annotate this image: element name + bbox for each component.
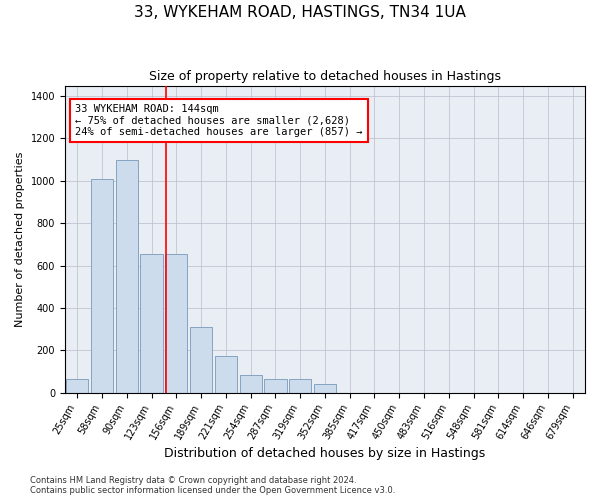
Bar <box>165 254 187 392</box>
Bar <box>66 379 88 392</box>
Text: Contains HM Land Registry data © Crown copyright and database right 2024.
Contai: Contains HM Land Registry data © Crown c… <box>30 476 395 495</box>
X-axis label: Distribution of detached houses by size in Hastings: Distribution of detached houses by size … <box>164 447 485 460</box>
Bar <box>215 356 237 393</box>
Text: 33, WYKEHAM ROAD, HASTINGS, TN34 1UA: 33, WYKEHAM ROAD, HASTINGS, TN34 1UA <box>134 5 466 20</box>
Bar <box>289 379 311 392</box>
Bar <box>116 160 138 392</box>
Bar <box>264 379 287 392</box>
Text: 33 WYKEHAM ROAD: 144sqm
← 75% of detached houses are smaller (2,628)
24% of semi: 33 WYKEHAM ROAD: 144sqm ← 75% of detache… <box>76 104 363 137</box>
Y-axis label: Number of detached properties: Number of detached properties <box>15 152 25 327</box>
Bar <box>190 327 212 392</box>
Title: Size of property relative to detached houses in Hastings: Size of property relative to detached ho… <box>149 70 501 83</box>
Bar <box>91 178 113 392</box>
Bar <box>239 374 262 392</box>
Bar <box>314 384 336 392</box>
Bar <box>140 254 163 392</box>
